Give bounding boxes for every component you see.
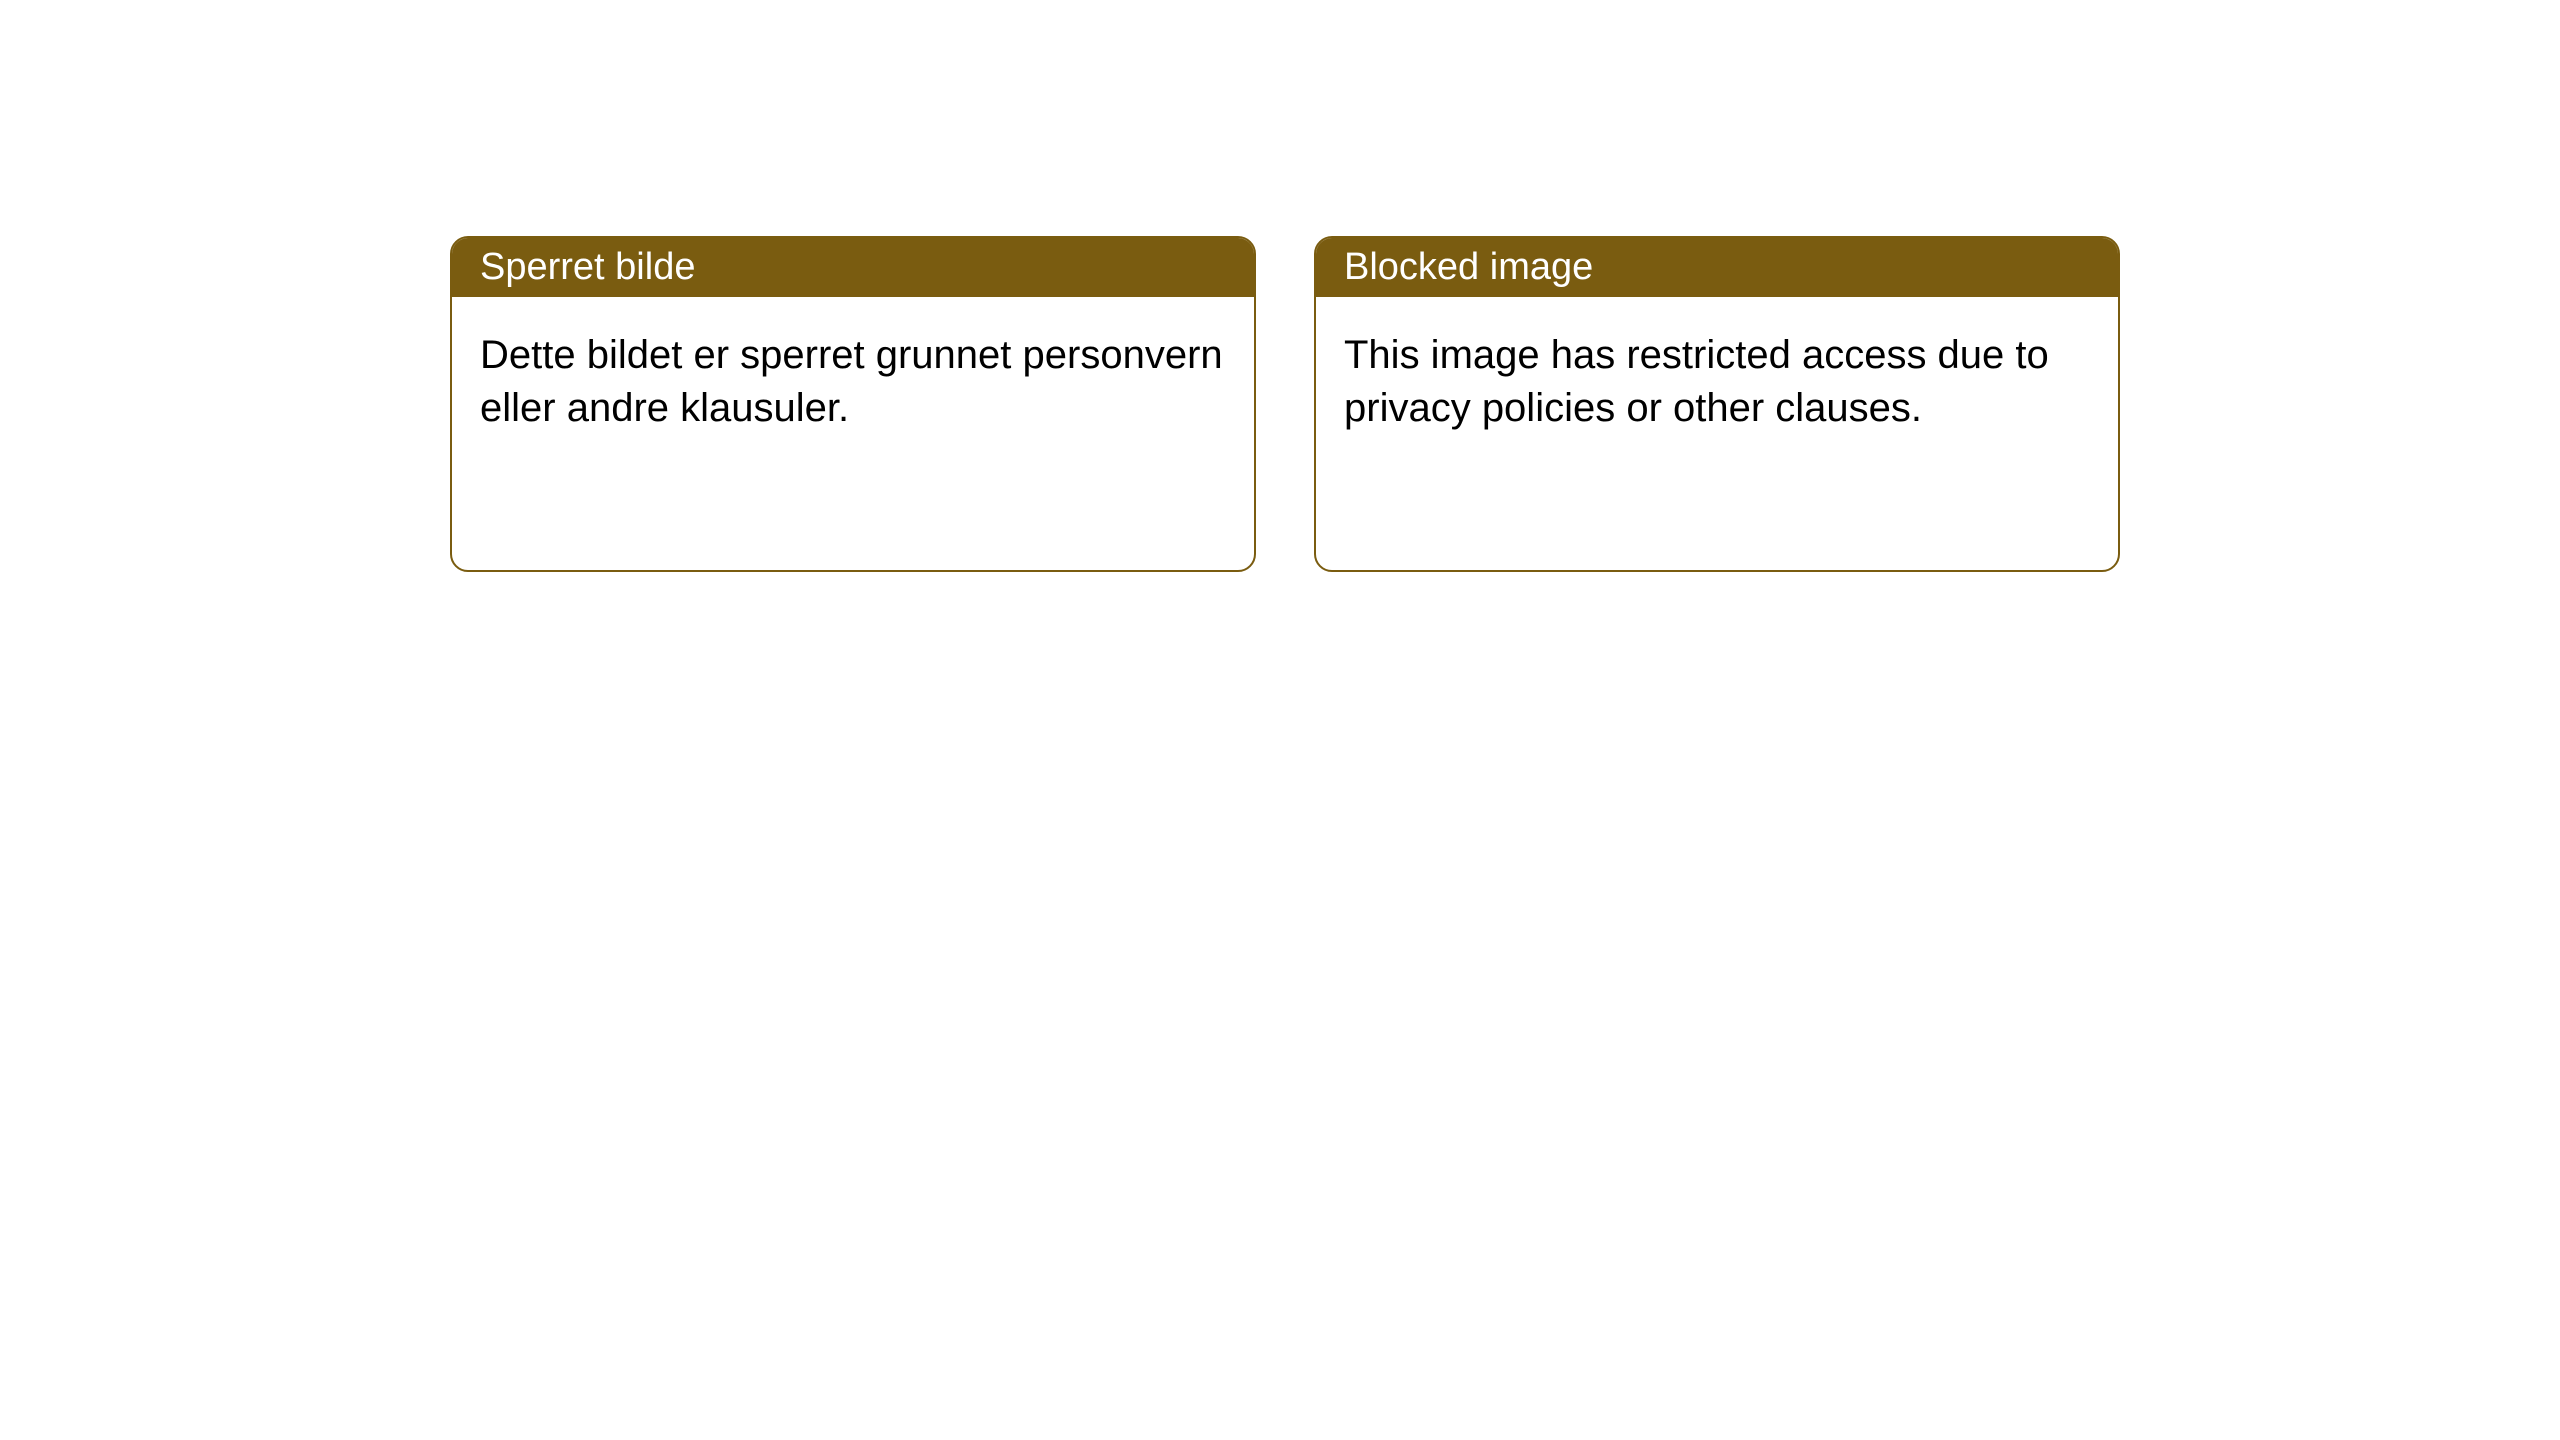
notice-card-english: Blocked image This image has restricted … <box>1314 236 2120 572</box>
notice-header: Blocked image <box>1316 238 2118 297</box>
notice-cards-container: Sperret bilde Dette bildet er sperret gr… <box>450 236 2120 572</box>
notice-header: Sperret bilde <box>452 238 1254 297</box>
notice-body: This image has restricted access due to … <box>1316 297 2118 467</box>
notice-body: Dette bildet er sperret grunnet personve… <box>452 297 1254 467</box>
notice-card-norwegian: Sperret bilde Dette bildet er sperret gr… <box>450 236 1256 572</box>
